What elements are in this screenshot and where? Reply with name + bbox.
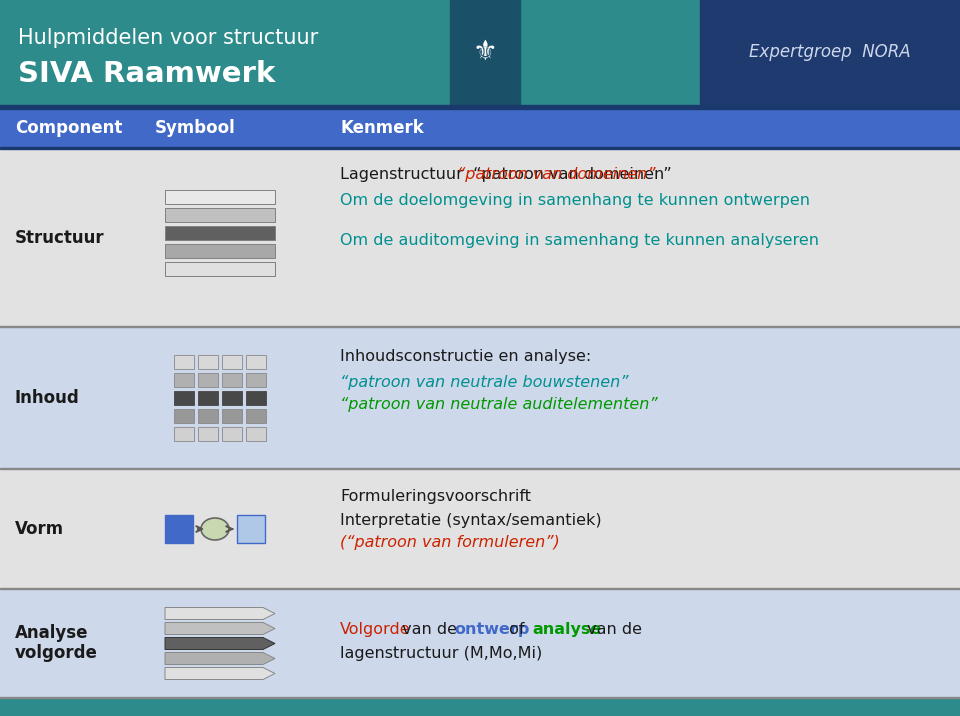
Bar: [165, 244, 275, 258]
Bar: [174, 409, 194, 423]
Bar: [246, 355, 266, 369]
Bar: [198, 391, 218, 405]
Text: ⚜: ⚜: [472, 38, 497, 66]
Ellipse shape: [201, 518, 229, 540]
Bar: [222, 391, 242, 405]
Bar: [174, 355, 194, 369]
Text: volgorde: volgorde: [15, 644, 98, 662]
Bar: [198, 409, 218, 423]
Bar: [165, 208, 275, 222]
Bar: [0, 0, 700, 105]
Bar: [0, 105, 960, 109]
Text: Interpretatie (syntax/semantiek): Interpretatie (syntax/semantiek): [340, 513, 602, 528]
Text: “patroon van neutrale auditelementen”: “patroon van neutrale auditelementen”: [340, 397, 658, 412]
Text: Inhoudsconstructie en analyse:: Inhoudsconstructie en analyse:: [340, 349, 591, 364]
Bar: [174, 427, 194, 441]
Text: Kenmerk: Kenmerk: [340, 119, 423, 137]
Bar: [0, 326, 960, 327]
Text: Lagenstructuur  “patroon van domeinen”: Lagenstructuur “patroon van domeinen”: [340, 167, 672, 182]
Text: SIVA Raamwerk: SIVA Raamwerk: [18, 60, 276, 88]
Bar: [237, 515, 265, 543]
Bar: [0, 588, 960, 589]
Bar: [165, 190, 275, 204]
Bar: [0, 147, 960, 149]
Bar: [246, 373, 266, 387]
Bar: [222, 427, 242, 441]
Text: van de: van de: [583, 622, 642, 637]
Bar: [222, 355, 242, 369]
Bar: [0, 327, 960, 469]
Bar: [198, 427, 218, 441]
Text: Om de doelomgeving in samenhang te kunnen ontwerpen: Om de doelomgeving in samenhang te kunne…: [340, 193, 810, 208]
Polygon shape: [165, 607, 275, 619]
Bar: [0, 697, 960, 698]
Bar: [0, 149, 960, 327]
Bar: [0, 468, 960, 469]
Text: lagenstructuur (M,Mo,Mi): lagenstructuur (M,Mo,Mi): [340, 646, 542, 661]
Bar: [246, 427, 266, 441]
Text: ontwerp: ontwerp: [454, 622, 530, 637]
Polygon shape: [165, 667, 275, 679]
Bar: [165, 262, 275, 276]
Bar: [222, 373, 242, 387]
Text: Inhoud: Inhoud: [15, 389, 80, 407]
Bar: [174, 373, 194, 387]
Text: Structuur: Structuur: [15, 229, 105, 247]
Bar: [198, 373, 218, 387]
Text: Vorm: Vorm: [15, 520, 64, 538]
Bar: [246, 391, 266, 405]
Bar: [165, 515, 193, 543]
Bar: [0, 109, 960, 147]
Bar: [0, 469, 960, 589]
Text: (“patroon van formuleren”): (“patroon van formuleren”): [340, 535, 560, 550]
Text: Formuleringsvoorschrift: Formuleringsvoorschrift: [340, 489, 531, 504]
Bar: [0, 698, 960, 716]
Polygon shape: [165, 652, 275, 664]
Bar: [700, 0, 960, 105]
Polygon shape: [165, 637, 275, 649]
Text: Volgorde: Volgorde: [340, 622, 411, 637]
Bar: [450, 0, 520, 105]
Text: Expertgroep  NORA: Expertgroep NORA: [749, 43, 911, 61]
Text: van de: van de: [397, 622, 462, 637]
Polygon shape: [165, 622, 275, 634]
Bar: [165, 226, 275, 240]
Bar: [246, 409, 266, 423]
Bar: [174, 391, 194, 405]
Text: Om de auditomgeving in samenhang te kunnen analyseren: Om de auditomgeving in samenhang te kunn…: [340, 233, 819, 248]
Bar: [0, 589, 960, 698]
Text: Symbool: Symbool: [155, 119, 236, 137]
Text: analyse: analyse: [533, 622, 602, 637]
Text: Component: Component: [15, 119, 122, 137]
Text: “patroon van domeinen”: “patroon van domeinen”: [457, 167, 656, 182]
Bar: [198, 355, 218, 369]
Text: of: of: [504, 622, 530, 637]
Text: “patroon van neutrale bouwstenen”: “patroon van neutrale bouwstenen”: [340, 375, 629, 390]
Bar: [222, 409, 242, 423]
Text: Hulpmiddelen voor structuur: Hulpmiddelen voor structuur: [18, 28, 319, 48]
Text: Analyse: Analyse: [15, 624, 88, 642]
